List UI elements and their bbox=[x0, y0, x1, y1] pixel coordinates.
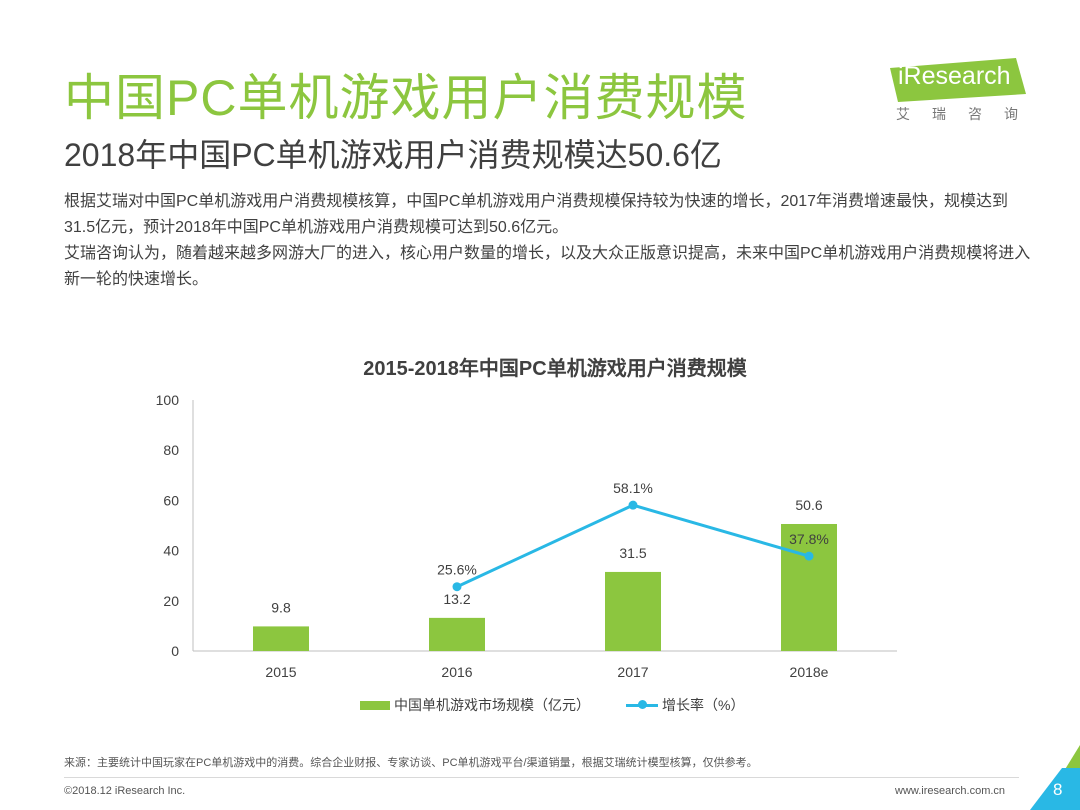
y-tick-label: 100 bbox=[156, 392, 180, 408]
x-tick-label: 2016 bbox=[441, 664, 472, 680]
copyright-text: ©2018.12 iResearch Inc. bbox=[64, 785, 186, 797]
y-tick-label: 40 bbox=[163, 543, 179, 559]
iresearch-logo: iResearch 艾瑞咨询 bbox=[888, 56, 1030, 126]
logo-wordmark: iResearch bbox=[898, 62, 1011, 90]
logo-subtitle: 艾瑞咨询 bbox=[896, 106, 1040, 122]
bar bbox=[605, 571, 661, 651]
legend-item-growth-rate: 增长率（%） bbox=[626, 695, 744, 715]
y-tick-label: 20 bbox=[163, 593, 179, 609]
legend-item-market-size: 中国单机游戏市场规模（亿元） bbox=[360, 695, 590, 715]
website-link[interactable]: www.iresearch.com.cn bbox=[895, 785, 1006, 797]
chart-legend: 中国单机游戏市场规模（亿元） 增长率（%） bbox=[360, 695, 780, 715]
line-data-label: 37.8% bbox=[789, 531, 829, 547]
bar-data-label: 9.8 bbox=[271, 599, 291, 615]
logo-background-icon bbox=[890, 58, 1026, 102]
bar bbox=[253, 626, 309, 651]
line-data-label: 58.1% bbox=[613, 480, 653, 496]
growth-rate-point bbox=[628, 500, 638, 510]
footer-divider bbox=[64, 777, 1019, 778]
page-title: 中国PC单机游戏用户消费规模 bbox=[64, 70, 748, 126]
source-note: 来源：主要统计中国玩家在PC单机游戏中的消费。综合企业财报、专家访谈、PC单机游… bbox=[64, 757, 758, 769]
page-subtitle: 2018年中国PC单机游戏用户消费规模达50.6亿 bbox=[64, 137, 722, 173]
legend-label-growth-rate: 增长率（%） bbox=[662, 697, 745, 713]
y-tick-label: 60 bbox=[163, 492, 179, 508]
summary-paragraph-1: 根据艾瑞对中国PC单机游戏用户消费规模核算，中国PC单机游戏用户消费规模保持较为… bbox=[64, 193, 1009, 236]
bar-data-label: 13.2 bbox=[443, 591, 470, 607]
bar-data-label: 50.6 bbox=[795, 497, 822, 513]
chart-title: 2015-2018年中国PC单机游戏用户消费规模 bbox=[363, 358, 747, 380]
x-tick-label: 2017 bbox=[617, 664, 648, 680]
line-data-label: 25.6% bbox=[437, 562, 477, 578]
legend-line-swatch bbox=[626, 700, 658, 709]
legend-label-market-size: 中国单机游戏市场规模（亿元） bbox=[394, 697, 590, 713]
y-tick-label: 0 bbox=[171, 643, 179, 659]
summary-paragraph-2: 艾瑞咨询认为，随着越来越多网游大厂的进入，核心用户数量的增长，以及大众正版意识提… bbox=[64, 245, 1031, 288]
x-tick-label: 2015 bbox=[265, 664, 296, 680]
growth-rate-point bbox=[452, 582, 462, 592]
bar bbox=[781, 523, 837, 651]
y-tick-label: 80 bbox=[163, 442, 179, 458]
bar bbox=[429, 617, 485, 651]
x-tick-label: 2018e bbox=[790, 664, 829, 680]
growth-rate-point bbox=[804, 551, 814, 561]
bar-data-label: 31.5 bbox=[619, 545, 646, 561]
legend-bar-swatch bbox=[360, 700, 390, 710]
page-number: 8 bbox=[1053, 780, 1063, 799]
